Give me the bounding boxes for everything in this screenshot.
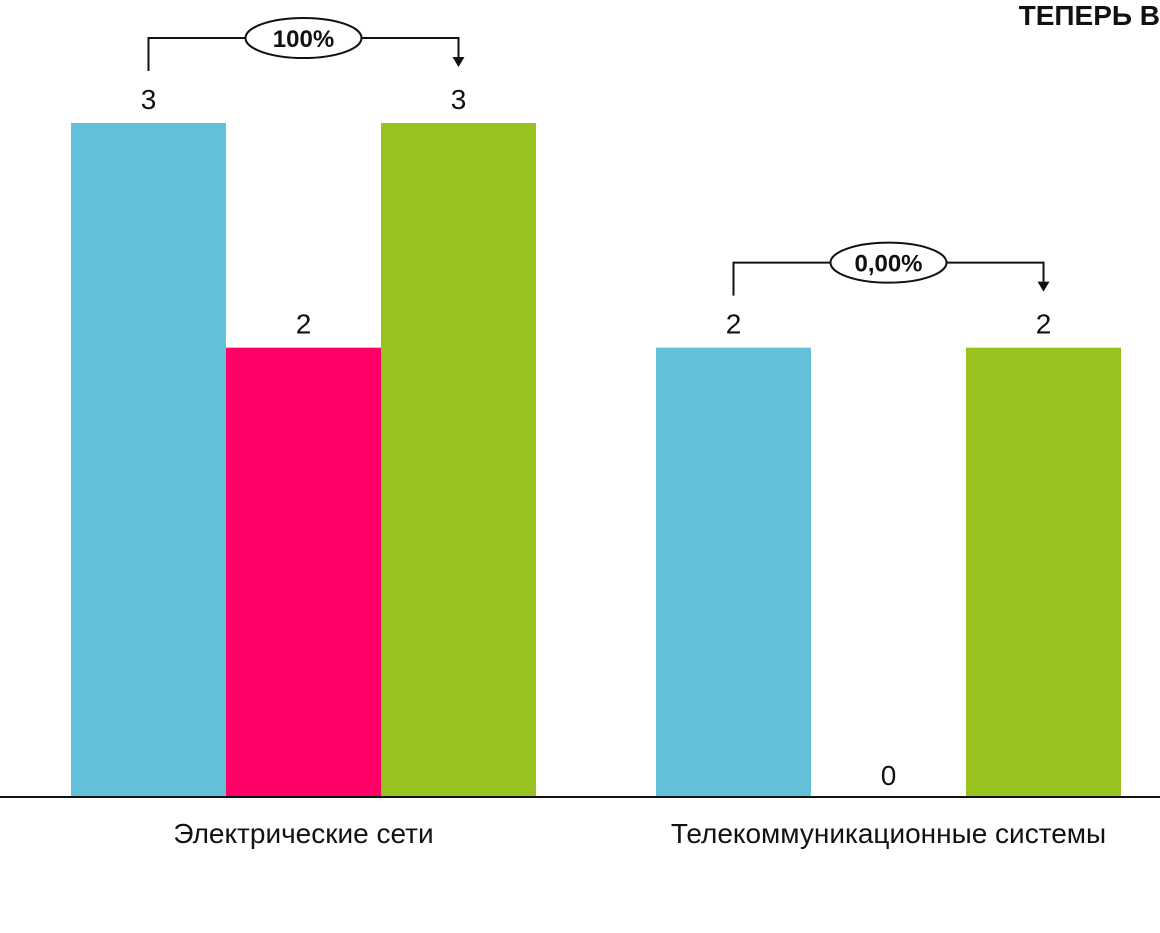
- bar-2-3: [966, 347, 1121, 797]
- bar-2-1: [656, 347, 811, 797]
- page-title: ТЕПЕРЬ В: [1018, 0, 1160, 31]
- data-label-2-2: 0: [881, 760, 897, 791]
- annotation-oval-2: [829, 241, 948, 284]
- annotation-text-2: 0,00%: [854, 251, 922, 278]
- category-labels-group: Электрические сети Телекоммуникационные с…: [173, 818, 1106, 849]
- bar-1-3: [381, 123, 536, 797]
- annotation-arrowhead-1: [452, 57, 465, 67]
- value-labels-group: 3 2 3 2 0 2: [141, 84, 1052, 791]
- annotation-connector-2: [732, 261, 1045, 296]
- bars-group: [71, 123, 1121, 797]
- bar-1-2: [226, 347, 381, 797]
- bar-1-1: [71, 123, 226, 797]
- data-label-1-3: 3: [451, 84, 467, 115]
- annotations-group: 100% 0,00%: [147, 17, 1050, 296]
- annotation-text-1: 100%: [273, 26, 334, 53]
- category-label-1: Электрические сети: [173, 818, 433, 849]
- data-label-2-3: 2: [1036, 309, 1052, 340]
- annotation-arrowhead-2: [1037, 281, 1050, 292]
- data-label-2-1: 2: [726, 309, 742, 340]
- category-label-2: Телекоммуникационные системы: [671, 818, 1106, 849]
- annotation-connector-1: [147, 37, 460, 71]
- annotation-oval-1: [244, 17, 363, 59]
- data-label-1-2: 2: [296, 309, 312, 340]
- data-label-1-1: 3: [141, 84, 157, 115]
